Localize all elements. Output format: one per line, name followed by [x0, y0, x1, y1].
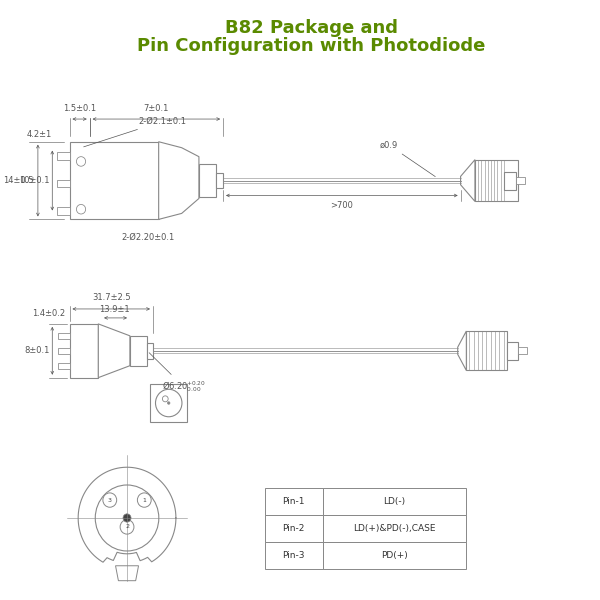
Bar	[130, 336, 147, 365]
Circle shape	[167, 402, 170, 404]
Text: 13.9±1: 13.9±1	[99, 305, 130, 314]
Text: LD(-): LD(-)	[383, 497, 406, 506]
Text: 8±0.1: 8±0.1	[24, 346, 49, 355]
Text: 2-Ø2.20±0.1: 2-Ø2.20±0.1	[121, 233, 175, 242]
Bar	[199, 164, 216, 197]
Bar	[150, 383, 187, 422]
Text: ø0.9: ø0.9	[380, 141, 435, 176]
Circle shape	[155, 389, 182, 417]
Bar	[265, 542, 323, 569]
Circle shape	[137, 493, 151, 507]
Circle shape	[76, 157, 86, 166]
Text: 1.4±0.2: 1.4±0.2	[32, 309, 65, 318]
Bar	[506, 342, 518, 360]
Bar	[216, 173, 223, 188]
Bar	[57, 180, 70, 187]
Polygon shape	[116, 566, 139, 581]
Bar	[147, 343, 153, 359]
Bar	[517, 177, 525, 184]
Bar	[323, 488, 466, 515]
Bar	[466, 331, 506, 370]
Text: 10±0.1: 10±0.1	[19, 176, 50, 185]
Text: 2-Ø2.1±0.1: 2-Ø2.1±0.1	[83, 117, 187, 147]
Text: Pin Configuration with Photodiode: Pin Configuration with Photodiode	[137, 37, 485, 55]
Bar	[57, 152, 70, 160]
Text: 3: 3	[108, 497, 112, 503]
Text: B82 Package and: B82 Package and	[224, 19, 398, 37]
Text: Pin-3: Pin-3	[283, 551, 305, 560]
Text: PD(+): PD(+)	[381, 551, 408, 560]
Text: Pin-2: Pin-2	[283, 524, 305, 533]
Circle shape	[76, 205, 86, 214]
Bar	[58, 363, 70, 368]
Bar	[323, 515, 466, 542]
Bar	[70, 324, 98, 377]
Bar	[518, 347, 527, 355]
Bar	[58, 333, 70, 339]
Circle shape	[103, 493, 116, 507]
Circle shape	[163, 396, 168, 402]
Bar	[323, 542, 466, 569]
Circle shape	[120, 520, 134, 534]
Bar	[58, 348, 70, 354]
Bar	[265, 515, 323, 542]
Text: 4.2±1: 4.2±1	[26, 130, 52, 139]
Text: Pin-1: Pin-1	[283, 497, 305, 506]
Text: 14±0.5: 14±0.5	[4, 176, 34, 185]
Text: 1.5±0.1: 1.5±0.1	[63, 104, 96, 113]
Bar	[265, 488, 323, 515]
Circle shape	[123, 514, 131, 522]
Text: 2: 2	[125, 524, 129, 529]
Bar	[70, 142, 158, 220]
Text: >700: >700	[331, 202, 353, 211]
Text: LD(+)&PD(-),CASE: LD(+)&PD(-),CASE	[353, 524, 436, 533]
Text: 7±0.1: 7±0.1	[143, 104, 169, 113]
Bar	[475, 160, 518, 202]
Bar	[504, 172, 517, 190]
Polygon shape	[158, 142, 199, 220]
Text: 1: 1	[142, 497, 146, 503]
Text: Ø6.20$^{+0.20}_{0.00}$: Ø6.20$^{+0.20}_{0.00}$	[149, 353, 206, 394]
Polygon shape	[458, 331, 466, 370]
Polygon shape	[98, 324, 130, 377]
Bar	[57, 208, 70, 215]
Text: 31.7±2.5: 31.7±2.5	[92, 293, 131, 302]
Polygon shape	[461, 160, 475, 202]
